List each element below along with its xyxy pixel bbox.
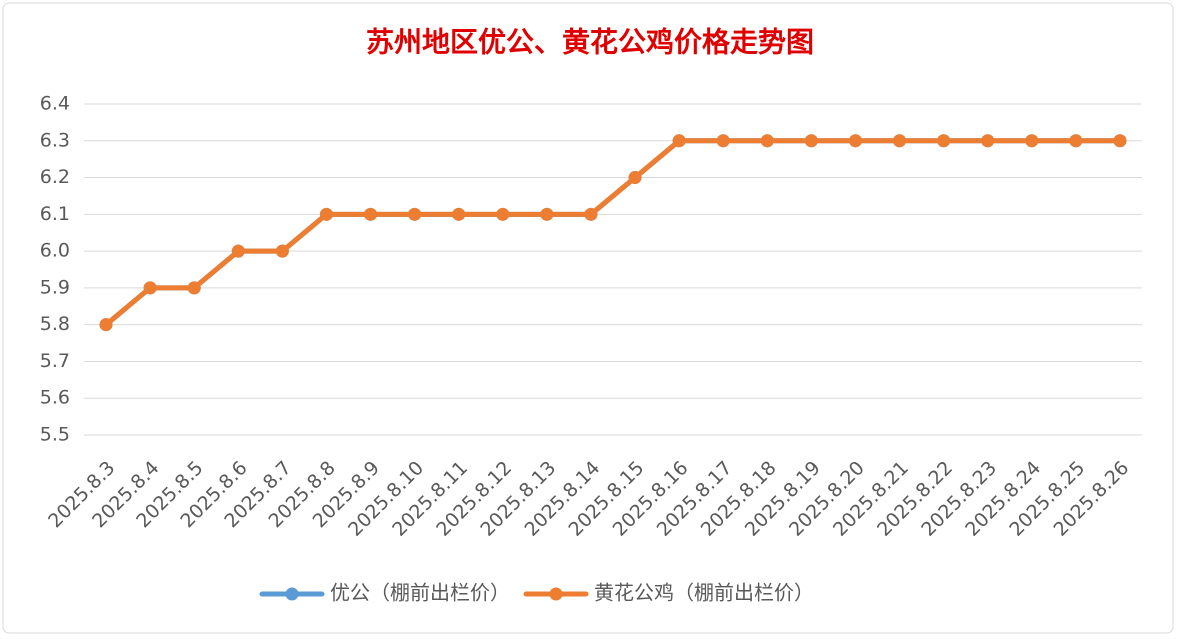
- point-marker: [893, 134, 907, 148]
- chart-title: 苏州地区优公、黄花公鸡价格走势图: [366, 26, 814, 59]
- legend-marker: [549, 587, 563, 601]
- series-line: [104, 138, 1120, 327]
- point-marker: [760, 134, 774, 148]
- legend-label: 优公（棚前出栏价）: [330, 581, 510, 605]
- point-marker: [981, 134, 995, 148]
- y-tick-label: 5.8: [40, 313, 70, 335]
- y-tick-label: 5.6: [40, 387, 70, 409]
- y-tick-label: 6.1: [40, 203, 70, 225]
- legend-marker: [285, 587, 299, 601]
- legend-label: 黄花公鸡（棚前出栏价）: [594, 581, 814, 605]
- point-marker: [848, 134, 862, 148]
- point-marker: [716, 134, 730, 148]
- point-marker: [99, 318, 113, 332]
- y-tick-label: 5.9: [40, 276, 70, 298]
- y-tick-label: 5.5: [40, 424, 70, 446]
- point-marker: [143, 281, 157, 295]
- point-marker: [540, 207, 554, 221]
- y-tick-label: 6.3: [40, 129, 70, 151]
- point-marker: [672, 134, 686, 148]
- point-marker: [496, 207, 510, 221]
- point-marker: [1113, 134, 1127, 148]
- point-marker: [584, 207, 598, 221]
- y-tick-label: 6.0: [40, 240, 70, 262]
- point-marker: [408, 207, 422, 221]
- point-marker: [319, 207, 333, 221]
- y-tick-label: 5.7: [40, 350, 70, 372]
- y-tick-label: 6.4: [40, 93, 70, 115]
- point-marker: [187, 281, 201, 295]
- point-marker: [1025, 134, 1039, 148]
- point-marker: [804, 134, 818, 148]
- point-marker: [937, 134, 951, 148]
- point-marker: [452, 207, 466, 221]
- point-marker: [364, 207, 378, 221]
- point-marker: [628, 171, 642, 185]
- point-marker: [275, 244, 289, 258]
- y-tick-label: 6.2: [40, 166, 70, 188]
- point-marker: [231, 244, 245, 258]
- point-marker: [1069, 134, 1083, 148]
